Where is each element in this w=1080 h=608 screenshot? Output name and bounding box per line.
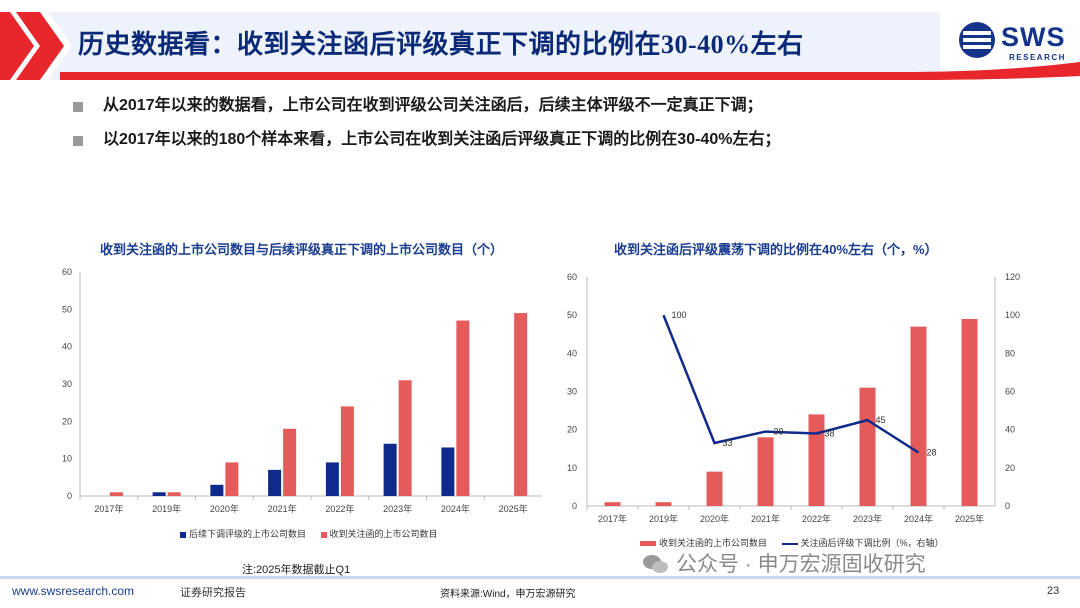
line-downgrade-ratio <box>662 314 920 454</box>
square-bullet-icon <box>73 102 83 112</box>
x-tick-label: 2023年 <box>853 513 882 524</box>
x-tick-label: 2020年 <box>210 503 239 514</box>
y-tick-label: 0 <box>67 491 72 501</box>
y-tick-label: 30 <box>62 379 72 389</box>
bar-notified <box>604 502 621 506</box>
line-data-label: 45 <box>876 415 886 425</box>
y-right-tick-label: 40 <box>1005 425 1015 435</box>
watermark-text: 公众号 · 申万宏源固收研究 <box>676 553 926 576</box>
bar-notified <box>808 414 825 506</box>
y-tick-label: 20 <box>62 416 72 426</box>
chart-note: 注:2025年数据截止Q1 <box>242 564 351 576</box>
chart1-plot: 0 10 20 30 40 50 60 2017年 2019年 2020年 2021年 2022年 20… <box>62 267 542 514</box>
bullet-text: 从2017年以来的数据看，上市公司在收到评级公司关注函后，后续主体评级不一定真正… <box>103 97 763 114</box>
x-tick-label: 2024年 <box>441 503 470 514</box>
x-tick-label: 2024年 <box>904 513 933 524</box>
bar-notified <box>456 320 470 496</box>
y-right-tick-label: 80 <box>1005 348 1015 358</box>
y-right-tick-label: 120 <box>1005 272 1020 282</box>
page-number: 23 <box>1047 585 1060 597</box>
bar-notified <box>398 380 412 496</box>
x-tick-label: 2025年 <box>955 513 984 524</box>
x-tick-label: 2017年 <box>598 513 627 524</box>
chart1-title: 收到关注函的上市公司数目与后续评级真正下调的上市公司数目（个） <box>100 242 504 257</box>
bar-downgraded <box>325 462 339 496</box>
y-left-tick-label: 20 <box>567 425 577 435</box>
bar-notified <box>225 462 239 496</box>
footer-doc-type: 证券研究报告 <box>180 587 246 599</box>
footer-url-link[interactable]: www.swsresearch.com <box>12 584 135 598</box>
x-tick-label: 2022年 <box>802 513 831 524</box>
chart2-plot: 0 10 20 30 40 50 60 0 20 40 60 80 100 120 2017年 2019年 20… <box>567 272 1020 524</box>
bar-notified <box>706 471 723 506</box>
bullet-text: 以2017年以来的180个样本来看，上市公司在收到关注函后评级真正下调的比例在3… <box>103 131 781 148</box>
x-tick-label: 2025年 <box>499 503 528 514</box>
legend-item: 收到关注函的上市公司数目 <box>320 527 438 540</box>
logo-text: SWS <box>1001 22 1066 52</box>
bullet-list: 从2017年以来的数据看，上市公司在收到评级公司关注函后，后续主体评级不一定真正… <box>73 94 1063 162</box>
bar-downgraded <box>268 469 282 496</box>
page-title: 历史数据看：收到关注函后评级真正下调的比例在30-40%左右 <box>78 30 804 59</box>
y-tick-label: 10 <box>62 454 72 464</box>
x-tick-label: 2021年 <box>751 513 780 524</box>
y-tick-label: 40 <box>62 342 72 352</box>
bar-notified <box>961 318 978 506</box>
line-data-label: 33 <box>723 438 733 448</box>
x-tick-label: 2021年 <box>268 503 297 514</box>
line-data-label: 28 <box>927 448 937 458</box>
y-left-tick-label: 50 <box>567 310 577 320</box>
x-tick-label: 2022年 <box>325 503 354 514</box>
bar-downgraded <box>152 492 166 496</box>
chart2-legend: 收到关注函的上市公司数目 关注函后评级下调比例（%，右轴） <box>640 536 956 549</box>
y-right-tick-label: 60 <box>1005 387 1015 397</box>
sws-logo-icon <box>959 22 995 58</box>
bar-downgraded <box>441 447 455 496</box>
y-right-tick-label: 100 <box>1005 310 1020 320</box>
line-data-label: 100 <box>672 310 687 320</box>
bullet-item: 以2017年以来的180个样本来看，上市公司在收到关注函后评级真正下调的比例在3… <box>73 128 1063 162</box>
logo-subtext: RESEARCH <box>1009 53 1066 62</box>
y-left-tick-label: 10 <box>567 463 577 473</box>
line-data-label: 38 <box>825 428 835 438</box>
slide-header: 历史数据看：收到关注函后评级真正下调的比例在30-40%左右 SWS RESEA… <box>0 0 1080 80</box>
chart1-legend: 后续下调评级的上市公司数目 收到关注函的上市公司数目 <box>180 527 450 540</box>
bar-notified <box>283 428 297 496</box>
y-left-tick-label: 40 <box>567 348 577 358</box>
header-banner <box>0 12 1080 80</box>
x-tick-label: 2019年 <box>152 503 181 514</box>
wechat-icon <box>643 555 668 573</box>
x-tick-label: 2017年 <box>94 503 123 514</box>
bar-notified <box>910 326 927 506</box>
bar-notified <box>859 387 876 506</box>
footer-source: 资料来源:Wind，申万宏源研究 <box>440 589 576 600</box>
bar-downgraded <box>383 443 397 496</box>
bar-downgraded <box>210 484 224 496</box>
legend-item: 收到关注函的上市公司数目 <box>640 536 767 549</box>
bar-notified <box>514 313 528 496</box>
chart2-title: 收到关注函后评级震荡下调的比例在40%左右（个，%） <box>614 242 938 257</box>
bar-notified <box>655 502 672 506</box>
y-left-tick-label: 0 <box>572 501 577 511</box>
sws-logo: SWS RESEARCH <box>957 20 1067 64</box>
bar-notified <box>757 437 774 506</box>
square-bullet-icon <box>73 136 83 146</box>
legend-item: 关注函后评级下调比例（%，右轴） <box>781 536 944 549</box>
footer-divider <box>0 576 1080 579</box>
x-tick-label: 2020年 <box>700 513 729 524</box>
y-tick-label: 50 <box>62 304 72 314</box>
y-tick-label: 60 <box>62 267 72 277</box>
line-data-label: 39 <box>774 427 784 437</box>
bullet-item: 从2017年以来的数据看，上市公司在收到评级公司关注函后，后续主体评级不一定真正… <box>73 94 1063 128</box>
legend-item: 后续下调评级的上市公司数目 <box>180 527 306 540</box>
bar-notified <box>109 492 123 496</box>
bar-notified <box>167 492 181 496</box>
y-right-tick-label: 20 <box>1005 463 1015 473</box>
y-left-tick-label: 60 <box>567 272 577 282</box>
bar-notified <box>340 406 354 496</box>
x-tick-label: 2019年 <box>649 513 678 524</box>
x-tick-label: 2023年 <box>383 503 412 514</box>
y-left-tick-label: 30 <box>567 387 577 397</box>
y-right-tick-label: 0 <box>1005 501 1010 511</box>
